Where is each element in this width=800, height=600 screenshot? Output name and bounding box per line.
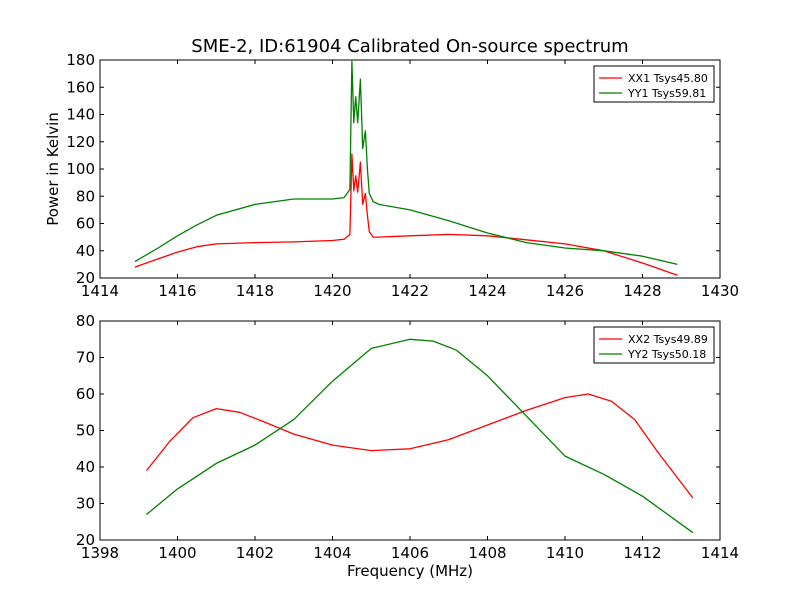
- y-tick-label: 40: [76, 242, 95, 260]
- legend-label: YY1 Tsys59.81: [627, 87, 706, 100]
- x-axis-label: Frequency (MHz): [347, 562, 473, 580]
- x-tick-label: 1426: [546, 282, 584, 300]
- x-tick-label: 1430: [701, 282, 739, 300]
- x-tick-label: 1408: [468, 544, 506, 562]
- x-tick-label: 1424: [468, 282, 506, 300]
- y-tick-label: 20: [76, 531, 95, 549]
- y-tick-label: 40: [76, 458, 95, 476]
- series-line-1: [145, 393, 694, 499]
- y-axis-label: Power in Kelvin: [44, 112, 62, 226]
- y-tick-label: 80: [76, 187, 95, 205]
- x-tick-label: 1406: [391, 544, 429, 562]
- y-tick-label: 180: [66, 51, 95, 69]
- x-tick-label: 1420: [313, 282, 351, 300]
- x-tick-label: 1398: [81, 544, 119, 562]
- legend-box: [593, 326, 715, 364]
- y-tick-label: 50: [76, 422, 95, 440]
- x-tick-label: 1418: [236, 282, 274, 300]
- series-line-2: [134, 60, 678, 266]
- legend-box: [593, 65, 715, 103]
- x-tick-label: 1428: [623, 282, 661, 300]
- x-tick-label: 1404: [313, 544, 351, 562]
- bottom-panel: 1398 1400 1402 1404 1406 1408 1410 1412 1414 20 30…: [76, 312, 739, 562]
- x-tick-label: 1414: [701, 544, 739, 562]
- y-tick-label: 120: [66, 133, 95, 151]
- x-tick-label: 1412: [623, 544, 661, 562]
- top-panel: 1414 1416 1418 1420 1422 1424 1426 1428 1430 20 40…: [66, 51, 739, 300]
- x-tick-label: 1400: [158, 544, 196, 562]
- x-tick-label: 1416: [158, 282, 196, 300]
- y-tick-label: 80: [76, 312, 95, 330]
- legend-label: XX2 Tsys49.89: [628, 333, 708, 346]
- y-tick-label: 160: [66, 78, 95, 96]
- y-tick-label: 30: [76, 495, 95, 513]
- series-line-2: [146, 338, 694, 534]
- legend-label: XX1 Tsys45.80: [628, 72, 708, 85]
- x-tick-label: 1402: [236, 544, 274, 562]
- x-tick-label: 1410: [546, 544, 584, 562]
- x-tick-label: 1414: [81, 282, 119, 300]
- y-tick-label: 60: [76, 215, 95, 233]
- y-tick-label: 100: [66, 160, 95, 178]
- y-tick-label: 140: [66, 106, 95, 124]
- legend-label: YY2 Tsys50.18: [627, 348, 706, 361]
- y-tick-label: 70: [76, 349, 95, 367]
- series-line-1: [134, 153, 678, 276]
- figure-title: SME-2, ID:61904 Calibrated On-source spe…: [191, 36, 628, 57]
- y-tick-label: 60: [76, 385, 95, 403]
- x-tick-label: 1422: [391, 282, 429, 300]
- y-tick-label: 20: [76, 269, 95, 287]
